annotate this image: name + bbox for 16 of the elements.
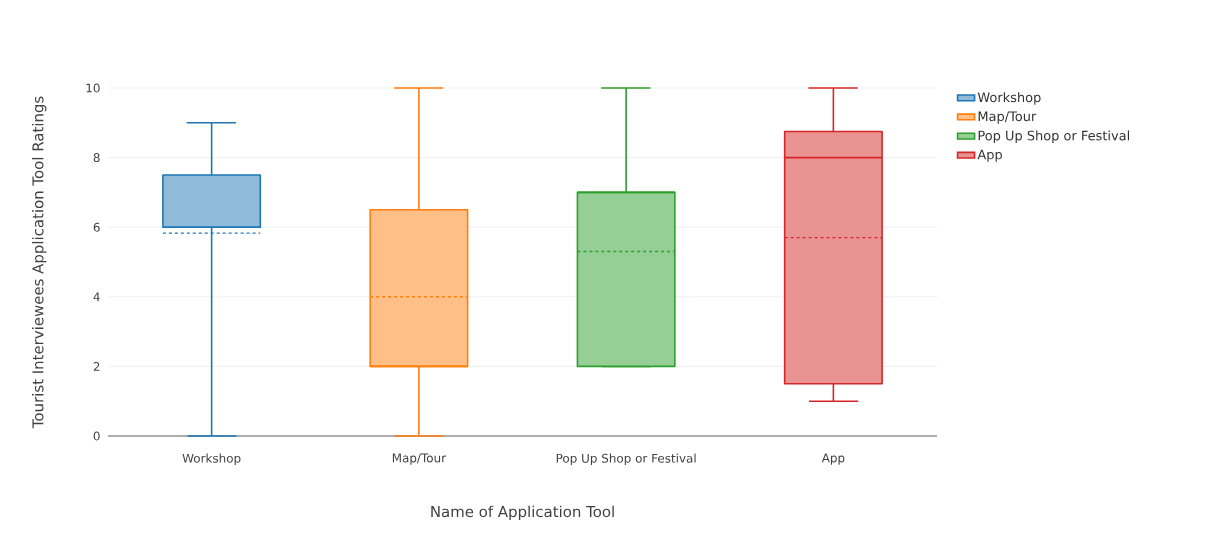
x-tick-label: Pop Up Shop or Festival (556, 453, 696, 466)
y-tick-label: 2 (93, 361, 100, 371)
y-tick-label: 6 (93, 222, 100, 232)
x-tick-label: App (821, 453, 845, 465)
x-axis-title: Name of Application Tool (431, 505, 614, 521)
y-tick-label: 4 (93, 292, 100, 302)
x-tick-label: Workshop (182, 453, 241, 466)
y-tick-label: 0 (93, 431, 100, 441)
y-axis-title: Tourist Interviewees Application Tool Ratings (31, 96, 47, 429)
legend-label: Pop Up Shop or Festival (978, 130, 1130, 143)
y-tick-label: 8 (93, 153, 100, 163)
legend-label: App (977, 149, 1002, 162)
legend-label: Map/Tour (978, 111, 1037, 124)
legend-label: Workshop (977, 92, 1041, 105)
y-tick-label: 10 (86, 83, 100, 93)
x-tick-label: Map/Tour (392, 453, 447, 465)
